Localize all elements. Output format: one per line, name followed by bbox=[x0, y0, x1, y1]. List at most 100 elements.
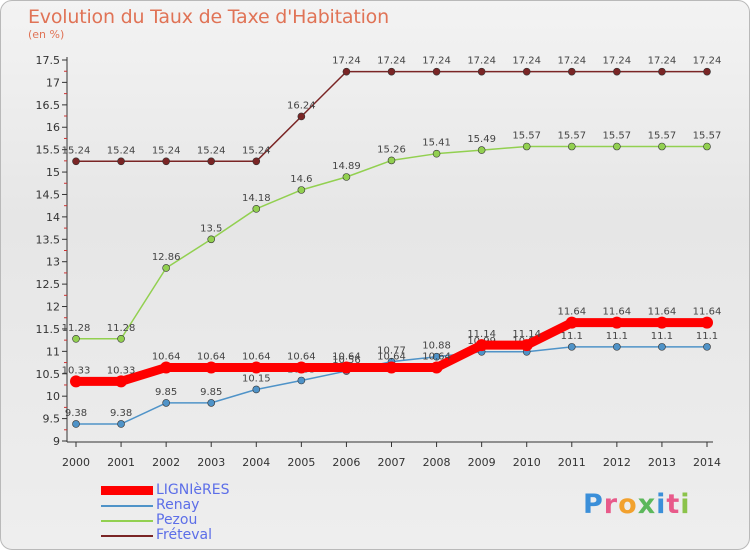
chart-title: Evolution du Taux de Taxe d'Habitation bbox=[28, 6, 389, 28]
data-point-lignieres bbox=[655, 316, 668, 329]
y-tick-label: 9.5 bbox=[43, 413, 61, 426]
x-tick-label: 2003 bbox=[197, 456, 225, 469]
data-point-pezou bbox=[432, 149, 441, 158]
data-point-renay bbox=[252, 385, 261, 394]
x-tick-label: 2006 bbox=[332, 456, 360, 469]
data-label-lignieres: 10.64 bbox=[242, 351, 271, 362]
legend-item-pezou[interactable]: Pezou bbox=[101, 512, 281, 530]
data-point-freteval bbox=[613, 67, 621, 76]
data-label-renay: 9.85 bbox=[200, 387, 222, 398]
data-point-pezou bbox=[658, 142, 666, 151]
data-label-renay: 10.77 bbox=[377, 346, 406, 357]
proxiti-logo: Proxiti bbox=[583, 489, 691, 520]
data-point-lignieres bbox=[475, 339, 488, 352]
data-point-pezou bbox=[252, 205, 261, 213]
legend-item-renay[interactable]: Renay bbox=[101, 497, 281, 515]
y-tick-label: 11.5 bbox=[36, 323, 61, 336]
data-label-freteval: 15.24 bbox=[152, 145, 181, 156]
legend-label-freteval: Fréteval bbox=[156, 527, 212, 543]
legend-label-pezou: Pezou bbox=[156, 512, 198, 528]
series-lignieres: 10.33 10.33 10.64 10.64 10.64 10.64 10.64 10.64… bbox=[62, 307, 721, 388]
data-point-pezou bbox=[522, 142, 531, 151]
data-point-renay bbox=[117, 420, 125, 428]
data-point-lignieres bbox=[610, 316, 623, 329]
data-point-lignieres bbox=[295, 361, 308, 374]
logo-letter: r bbox=[603, 489, 619, 520]
data-label-lignieres: 10.64 bbox=[287, 351, 316, 362]
legend: LIGNIèRES Renay Pezou Fréteval bbox=[101, 482, 281, 545]
data-point-pezou bbox=[297, 186, 306, 194]
x-tick-label: 2011 bbox=[558, 456, 586, 469]
data-label-pezou: 14.18 bbox=[242, 193, 271, 204]
data-label-pezou: 15.57 bbox=[693, 131, 722, 142]
data-point-renay bbox=[658, 343, 666, 351]
data-point-lignieres bbox=[115, 375, 128, 388]
data-point-lignieres bbox=[340, 361, 353, 374]
data-label-pezou: 11.28 bbox=[62, 323, 91, 334]
data-point-freteval bbox=[162, 157, 170, 166]
data-point-renay bbox=[567, 343, 576, 351]
data-label-renay: 10.15 bbox=[242, 373, 271, 384]
logo-letter: x bbox=[637, 489, 657, 520]
legend-item-lignieres[interactable]: LIGNIèRES bbox=[101, 482, 281, 500]
data-label-pezou: 15.57 bbox=[557, 131, 586, 142]
data-label-pezou: 14.89 bbox=[332, 161, 361, 172]
data-point-freteval bbox=[432, 67, 441, 76]
data-label-pezou: 15.49 bbox=[467, 134, 496, 145]
data-point-freteval bbox=[703, 67, 711, 76]
x-tick-label: 2002 bbox=[152, 456, 180, 469]
data-label-freteval: 17.24 bbox=[648, 56, 677, 67]
data-label-freteval: 15.24 bbox=[242, 145, 271, 156]
data-label-freteval: 17.24 bbox=[512, 56, 541, 67]
data-label-freteval: 17.24 bbox=[557, 56, 586, 67]
data-label-lignieres: 11.64 bbox=[557, 307, 586, 318]
data-point-pezou bbox=[117, 335, 125, 343]
legend-label-renay: Renay bbox=[156, 497, 200, 513]
legend-swatch-lignieres bbox=[101, 486, 153, 495]
data-point-pezou bbox=[567, 142, 576, 151]
data-point-freteval bbox=[342, 67, 351, 76]
logo-letter: i bbox=[656, 489, 667, 520]
y-tick-label: 10.5 bbox=[36, 368, 61, 381]
series-freteval: 15.24 15.24 15.24 15.24 15.24 16.24 17.24 17.24… bbox=[62, 56, 721, 166]
y-tick-label: 13 bbox=[46, 256, 60, 269]
legend-item-freteval[interactable]: Fréteval bbox=[101, 527, 281, 545]
y-tick-label: 16 bbox=[46, 121, 60, 134]
data-point-freteval bbox=[522, 67, 531, 76]
data-label-pezou: 15.57 bbox=[603, 131, 632, 142]
data-label-pezou: 15.41 bbox=[422, 138, 451, 149]
data-point-lignieres bbox=[250, 361, 263, 374]
data-label-lignieres: 11.14 bbox=[512, 329, 541, 340]
data-point-pezou bbox=[387, 156, 396, 165]
data-label-lignieres: 10.33 bbox=[62, 365, 91, 376]
y-tick-label: 9 bbox=[53, 435, 60, 448]
logo-letter: o bbox=[618, 489, 638, 520]
data-label-renay: 10.56 bbox=[332, 355, 361, 366]
data-label-lignieres: 11.64 bbox=[648, 307, 677, 318]
logo-letter: t bbox=[666, 489, 681, 520]
y-tick-label: 10 bbox=[46, 390, 60, 403]
y-tick-label: 11 bbox=[46, 345, 60, 358]
data-label-renay: 11.1 bbox=[696, 331, 718, 342]
data-point-freteval bbox=[658, 67, 666, 76]
data-label-freteval: 17.24 bbox=[332, 56, 361, 67]
data-point-freteval bbox=[387, 67, 396, 76]
data-label-lignieres: 10.64 bbox=[332, 351, 361, 362]
data-point-renay bbox=[432, 352, 441, 361]
data-label-pezou: 11.28 bbox=[107, 323, 136, 334]
data-point-renay bbox=[207, 399, 216, 407]
legend-swatch-pezou bbox=[101, 520, 153, 522]
legend-swatch-freteval bbox=[101, 535, 153, 537]
data-point-freteval bbox=[252, 157, 261, 166]
legend-label-lignieres: LIGNIèRES bbox=[156, 482, 230, 498]
y-tick-label: 17.5 bbox=[36, 54, 61, 67]
data-point-pezou bbox=[72, 335, 80, 343]
data-point-freteval bbox=[72, 157, 80, 166]
x-tick-label: 2010 bbox=[513, 456, 541, 469]
data-label-pezou: 12.86 bbox=[152, 252, 181, 263]
x-tick-label: 2008 bbox=[423, 456, 451, 469]
x-tick-label: 2009 bbox=[468, 456, 496, 469]
x-tick-label: 2000 bbox=[62, 456, 90, 469]
